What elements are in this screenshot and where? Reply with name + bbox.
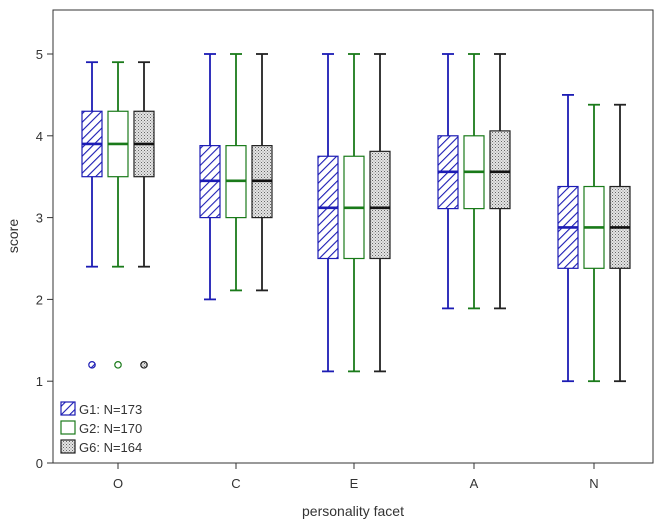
- legend: G1: N=173 G2: N=170 G6: N=164: [60, 401, 142, 455]
- box-N-0: [557, 94, 579, 383]
- box-A-2: [489, 53, 511, 310]
- y-tick-label: 2: [36, 292, 43, 307]
- x-axis-label: personality facet: [302, 503, 404, 519]
- legend-swatch: [60, 420, 76, 435]
- box-iqr: [489, 130, 511, 210]
- x-tick-label: C: [231, 476, 240, 491]
- legend-label: G1: N=173: [79, 402, 142, 417]
- outlier-point: [114, 361, 122, 369]
- box-A-0: [437, 53, 459, 310]
- x-tick-label: N: [589, 476, 598, 491]
- box-E-1: [343, 53, 365, 373]
- box-O-1: [107, 61, 129, 369]
- x-tick-label: E: [350, 476, 359, 491]
- box-C-1: [225, 53, 247, 292]
- y-tick-label: 3: [36, 211, 43, 226]
- x-tick-label: A: [470, 476, 479, 491]
- box-A-1: [463, 53, 485, 310]
- box-N-1: [583, 103, 605, 383]
- outlier-point: [140, 361, 148, 369]
- legend-swatch: [60, 439, 76, 454]
- y-tick-label: 4: [36, 129, 43, 144]
- legend-label: G6: N=164: [79, 440, 142, 455]
- box-O-2: [133, 61, 155, 369]
- box-C-2: [251, 53, 273, 292]
- box-series: [81, 53, 631, 383]
- x-tick-label: O: [113, 476, 123, 491]
- y-tick-label: 1: [36, 374, 43, 389]
- y-tick-label: 5: [36, 47, 43, 62]
- legend-swatch: [60, 401, 76, 416]
- box-E-0: [317, 53, 339, 373]
- y-axis-ticks: 0 1 2 3 4 5: [36, 47, 53, 471]
- legend-label: G2: N=170: [79, 421, 142, 436]
- box-C-0: [199, 53, 221, 301]
- box-O-0: [81, 61, 103, 369]
- y-tick-label: 0: [36, 456, 43, 471]
- box-N-2: [609, 103, 631, 383]
- y-axis-label: score: [5, 219, 21, 253]
- box-E-2: [369, 53, 391, 373]
- box-iqr: [369, 150, 391, 260]
- outlier-point: [88, 361, 96, 369]
